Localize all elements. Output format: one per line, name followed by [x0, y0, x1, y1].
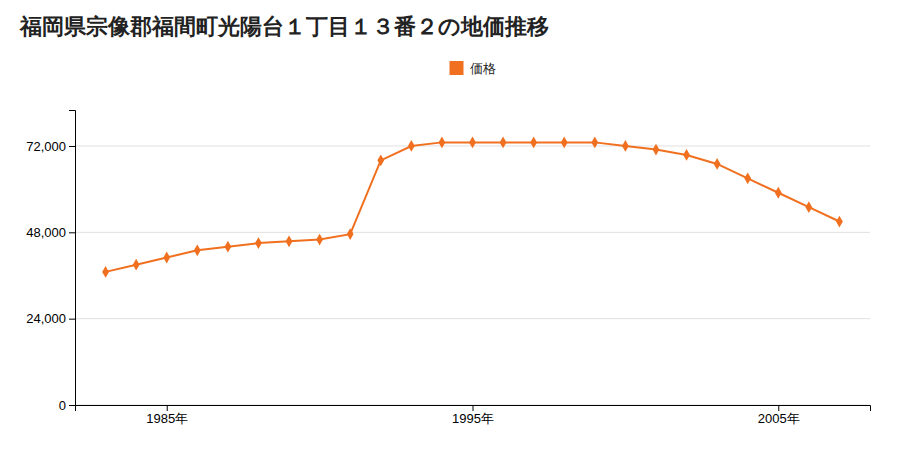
marker	[102, 266, 109, 278]
marker	[377, 154, 384, 166]
legend-label: 価格	[470, 61, 496, 76]
marker	[255, 237, 262, 249]
marker	[224, 241, 231, 253]
grid-line	[75, 232, 870, 233]
marks	[102, 136, 843, 277]
marker	[439, 136, 446, 148]
marker	[561, 136, 568, 148]
marker	[836, 216, 843, 228]
tick-mark	[69, 146, 75, 147]
tick-mark	[69, 232, 75, 233]
marker	[683, 149, 690, 161]
marker	[347, 228, 354, 240]
marker	[163, 252, 170, 264]
marker	[714, 158, 721, 170]
tick: 2005年	[758, 405, 800, 426]
marker	[469, 136, 476, 148]
tick: 1995年	[452, 405, 494, 426]
marker	[530, 136, 537, 148]
tick-mark	[473, 405, 474, 411]
tick-label: 72,000	[26, 139, 66, 154]
grid-line	[75, 318, 870, 319]
marker	[286, 235, 293, 247]
tick-label: 1985年	[146, 411, 188, 426]
axis-line	[76, 406, 871, 412]
marker	[744, 172, 751, 184]
marker	[805, 201, 812, 213]
tick-label: 1995年	[452, 411, 494, 426]
tick-label: 2005年	[758, 411, 800, 426]
axis-line	[69, 111, 76, 406]
tick: 48,000	[26, 225, 75, 240]
chart-container: 福岡県宗像郡福間町光陽台１丁目１３番２の地価推移 1985年 1995年 2005年 0…	[0, 0, 900, 450]
legend-swatch	[450, 61, 464, 75]
marker	[775, 187, 782, 199]
tick: 1985年	[146, 405, 188, 426]
marker	[622, 140, 629, 152]
tick-label: 48,000	[26, 225, 66, 240]
tick-mark	[69, 405, 75, 406]
plot-area: 1985年 1995年 2005年 0 24,000 48,000 72,000	[26, 111, 870, 427]
chart-title: 福岡県宗像郡福間町光陽台１丁目１３番２の地価推移	[19, 14, 549, 39]
tick-mark	[167, 405, 168, 411]
tick: 24,000	[26, 311, 75, 326]
line	[106, 142, 840, 272]
chart-svg: 福岡県宗像郡福間町光陽台１丁目１３番２の地価推移 1985年 1995年 2005年 0…	[0, 0, 900, 450]
marker	[500, 136, 507, 148]
tick: 72,000	[26, 139, 75, 154]
tick-mark	[778, 405, 779, 411]
marker	[316, 234, 323, 246]
tick-label: 0	[59, 398, 66, 413]
marker	[653, 144, 660, 156]
y-axis: 0 24,000 48,000 72,000	[26, 111, 75, 413]
tick-label: 24,000	[26, 311, 66, 326]
marker	[408, 140, 415, 152]
x-axis: 1985年 1995年 2005年	[76, 405, 871, 426]
tick-mark	[69, 319, 75, 320]
legend: 価格	[450, 61, 496, 76]
legend-item: 価格	[450, 61, 496, 76]
tick: 0	[59, 398, 75, 413]
y-grid	[75, 146, 870, 405]
marker	[591, 136, 598, 148]
marker	[133, 259, 140, 271]
marker	[194, 244, 201, 256]
